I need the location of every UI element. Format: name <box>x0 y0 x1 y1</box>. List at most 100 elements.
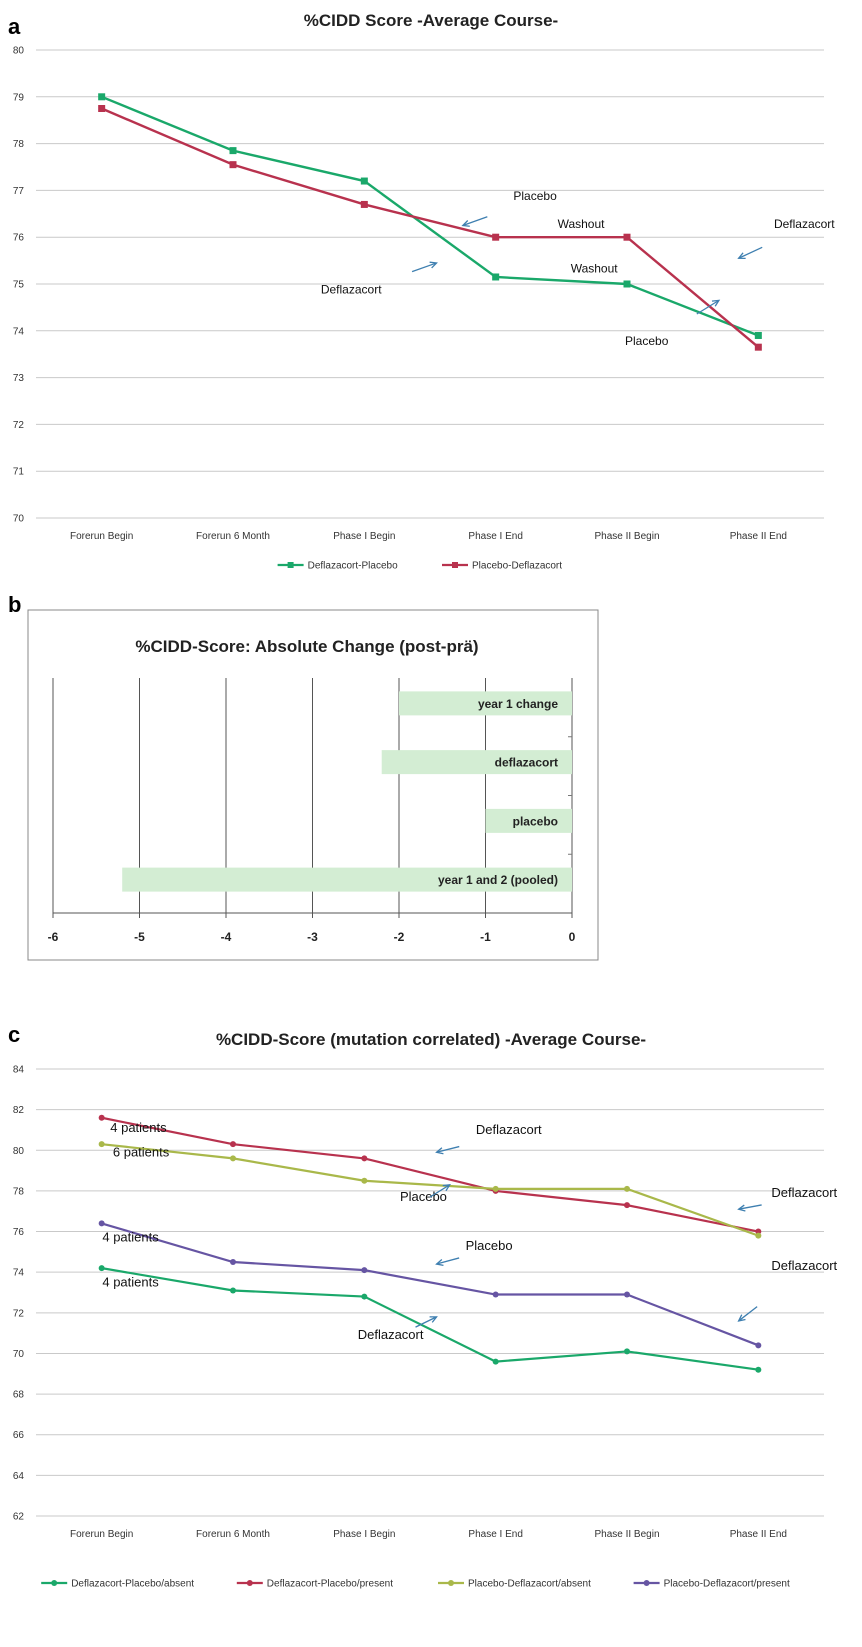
chart-b-title: %CIDD-Score: Absolute Change (post-prä) <box>135 637 478 656</box>
chart-c-data-point <box>624 1291 630 1298</box>
chart-c-data-point <box>624 1202 630 1209</box>
chart-a-ytick-label: 74 <box>13 326 25 337</box>
chart-c-xtick-label: Phase II Begin <box>594 1529 659 1540</box>
chart-a-xtick-label: Forerun 6 Month <box>196 531 270 542</box>
chart-a-xtick-label: Phase II End <box>730 531 787 542</box>
chart-a-ytick-label: 78 <box>13 139 25 150</box>
chart-c-data-point <box>755 1232 762 1239</box>
chart-c-ytick-label: 74 <box>13 1268 25 1279</box>
chart-a-legend-marker <box>287 562 294 568</box>
chart-b-xtick-label: -5 <box>134 930 145 944</box>
chart-c-annotation: Deflazacort <box>771 1185 837 1200</box>
chart-c-annotation: 4 patients <box>102 1230 159 1245</box>
chart-c-series-line <box>101 1267 759 1371</box>
chart-c-ytick-label: 80 <box>13 1146 25 1157</box>
chart-a-ytick-label: 71 <box>13 467 25 478</box>
chart-a: %CIDD Score -Average Course- 70 71 72 73 74 7… <box>13 11 835 572</box>
chart-a-xtick-label: Forerun Begin <box>70 531 133 542</box>
chart-a-legend-marker <box>452 562 458 568</box>
chart-c-legend-label: Placebo-Deflazacort/present <box>664 1579 790 1590</box>
chart-a-ytick-label: 73 <box>13 373 25 384</box>
chart-a-data-point <box>492 273 500 281</box>
chart-c-ytick-label: 66 <box>13 1430 25 1441</box>
chart-c-xtick-label: Forerun Begin <box>70 1529 133 1540</box>
chart-a-xtick-label: Phase I End <box>468 531 522 542</box>
chart-a-legend: Deflazacort-Placebo Placebo-Deflazacort <box>277 561 562 572</box>
panel-letter-a: a <box>8 14 21 39</box>
chart-a-legend-label: Placebo-Deflazacort <box>472 561 562 572</box>
chart-c-annotation: 6 patients <box>113 1144 170 1159</box>
chart-c-annotation: Placebo <box>466 1238 513 1253</box>
chart-c-data-point <box>361 1267 368 1274</box>
chart-c-data-point <box>492 1291 499 1298</box>
chart-b-xtick-label: -2 <box>394 930 405 944</box>
chart-c-series-line <box>101 1143 759 1237</box>
chart-c-data-point <box>98 1265 105 1272</box>
chart-c-legend-marker <box>51 1580 58 1586</box>
chart-a-annotation: Deflazacort <box>774 217 835 231</box>
chart-b-bar-year-1-change <box>399 691 572 716</box>
chart-c-title: %CIDD-Score (mutation correlated) -Avera… <box>216 1030 646 1049</box>
panel-letter-b: b <box>8 592 21 617</box>
chart-b-xtick-label: -6 <box>48 930 59 944</box>
chart-a-xtick-label: Phase II Begin <box>594 531 659 542</box>
chart-a-data-point <box>492 233 500 241</box>
chart-c-xtick-label: Phase II End <box>730 1529 787 1540</box>
chart-b-xtick-label: -1 <box>480 930 491 944</box>
chart-b-bar-year-1-and-2-pooled <box>122 867 572 892</box>
chart-b-xtick-label: -4 <box>221 930 232 944</box>
chart-c-series-placebo-deflazacort-present <box>98 1220 762 1349</box>
chart-a-data-point <box>229 147 237 155</box>
chart-a-data-point <box>754 331 762 339</box>
chart-a-ytick-label: 72 <box>13 420 25 431</box>
chart-a-series-deflazacort-placebo <box>98 93 762 339</box>
chart-a-data-point <box>360 200 368 208</box>
chart-c-ytick-label: 76 <box>13 1227 25 1238</box>
chart-a-title: %CIDD Score -Average Course- <box>304 11 558 30</box>
chart-b: %CIDD-Score: Absolute Change (post-prä) … <box>27 609 599 961</box>
chart-c-ytick-label: 82 <box>13 1105 25 1116</box>
panel-letter-c: c <box>8 1022 20 1047</box>
chart-c-series-placebo-deflazacort-absent <box>98 1141 762 1239</box>
chart-c-data-point <box>230 1141 236 1148</box>
chart-a-annotation-arrow <box>461 216 488 227</box>
chart-c-annotation: 4 patients <box>110 1120 167 1135</box>
chart-a-series-line <box>101 95 759 337</box>
chart-c-data-point <box>755 1366 762 1373</box>
chart-c-data-point <box>492 1358 499 1365</box>
chart-c-series-line <box>101 1222 759 1347</box>
chart-c-annotation-arrow <box>429 1184 451 1198</box>
chart-a-data-point <box>98 105 106 112</box>
chart-a-data-point <box>623 233 631 241</box>
chart-c-xtick-label: Forerun 6 Month <box>196 1529 270 1540</box>
chart-c-ytick-label: 64 <box>13 1471 25 1482</box>
chart-c-data-point <box>361 1293 368 1300</box>
chart-b-bar-label: year 1 and 2 (pooled) <box>438 873 558 887</box>
chart-a-data-point <box>98 93 106 101</box>
chart-c-annotation: Deflazacort <box>358 1327 424 1342</box>
chart-a-annotation: Washout <box>571 261 619 275</box>
chart-c-xtick-label: Phase I Begin <box>333 1529 395 1540</box>
chart-c-xtick-label: Phase I End <box>468 1529 522 1540</box>
chart-c-annotation-arrow <box>737 1204 762 1212</box>
chart-a-annotation: Washout <box>558 217 606 231</box>
chart-a-series-placebo-deflazacort <box>98 105 762 351</box>
chart-c: %CIDD-Score (mutation correlated) -Avera… <box>13 1030 838 1590</box>
chart-c-annotation: Deflazacort <box>771 1258 837 1273</box>
chart-c-data-point <box>98 1141 105 1148</box>
chart-b-bar-placebo <box>485 808 572 833</box>
chart-a-ytick-label: 79 <box>13 92 25 103</box>
chart-a-annotation: Placebo <box>513 189 557 203</box>
chart-a-series-line <box>101 107 760 349</box>
chart-c-data-point <box>230 1259 236 1266</box>
chart-c-legend-marker <box>448 1580 454 1586</box>
chart-c-annotation-arrow <box>435 1145 460 1155</box>
chart-c-ytick-label: 78 <box>13 1186 25 1197</box>
chart-c-series-line <box>101 1116 759 1233</box>
chart-c-ytick-label: 84 <box>13 1065 25 1076</box>
chart-b-xtick-label: -3 <box>307 930 318 944</box>
chart-a-annotation-arrow <box>696 299 721 315</box>
chart-c-legend-label: Placebo-Deflazacort/absent <box>468 1579 591 1590</box>
chart-c-ytick-label: 70 <box>13 1349 25 1360</box>
chart-a-annotation-arrow <box>411 261 438 273</box>
